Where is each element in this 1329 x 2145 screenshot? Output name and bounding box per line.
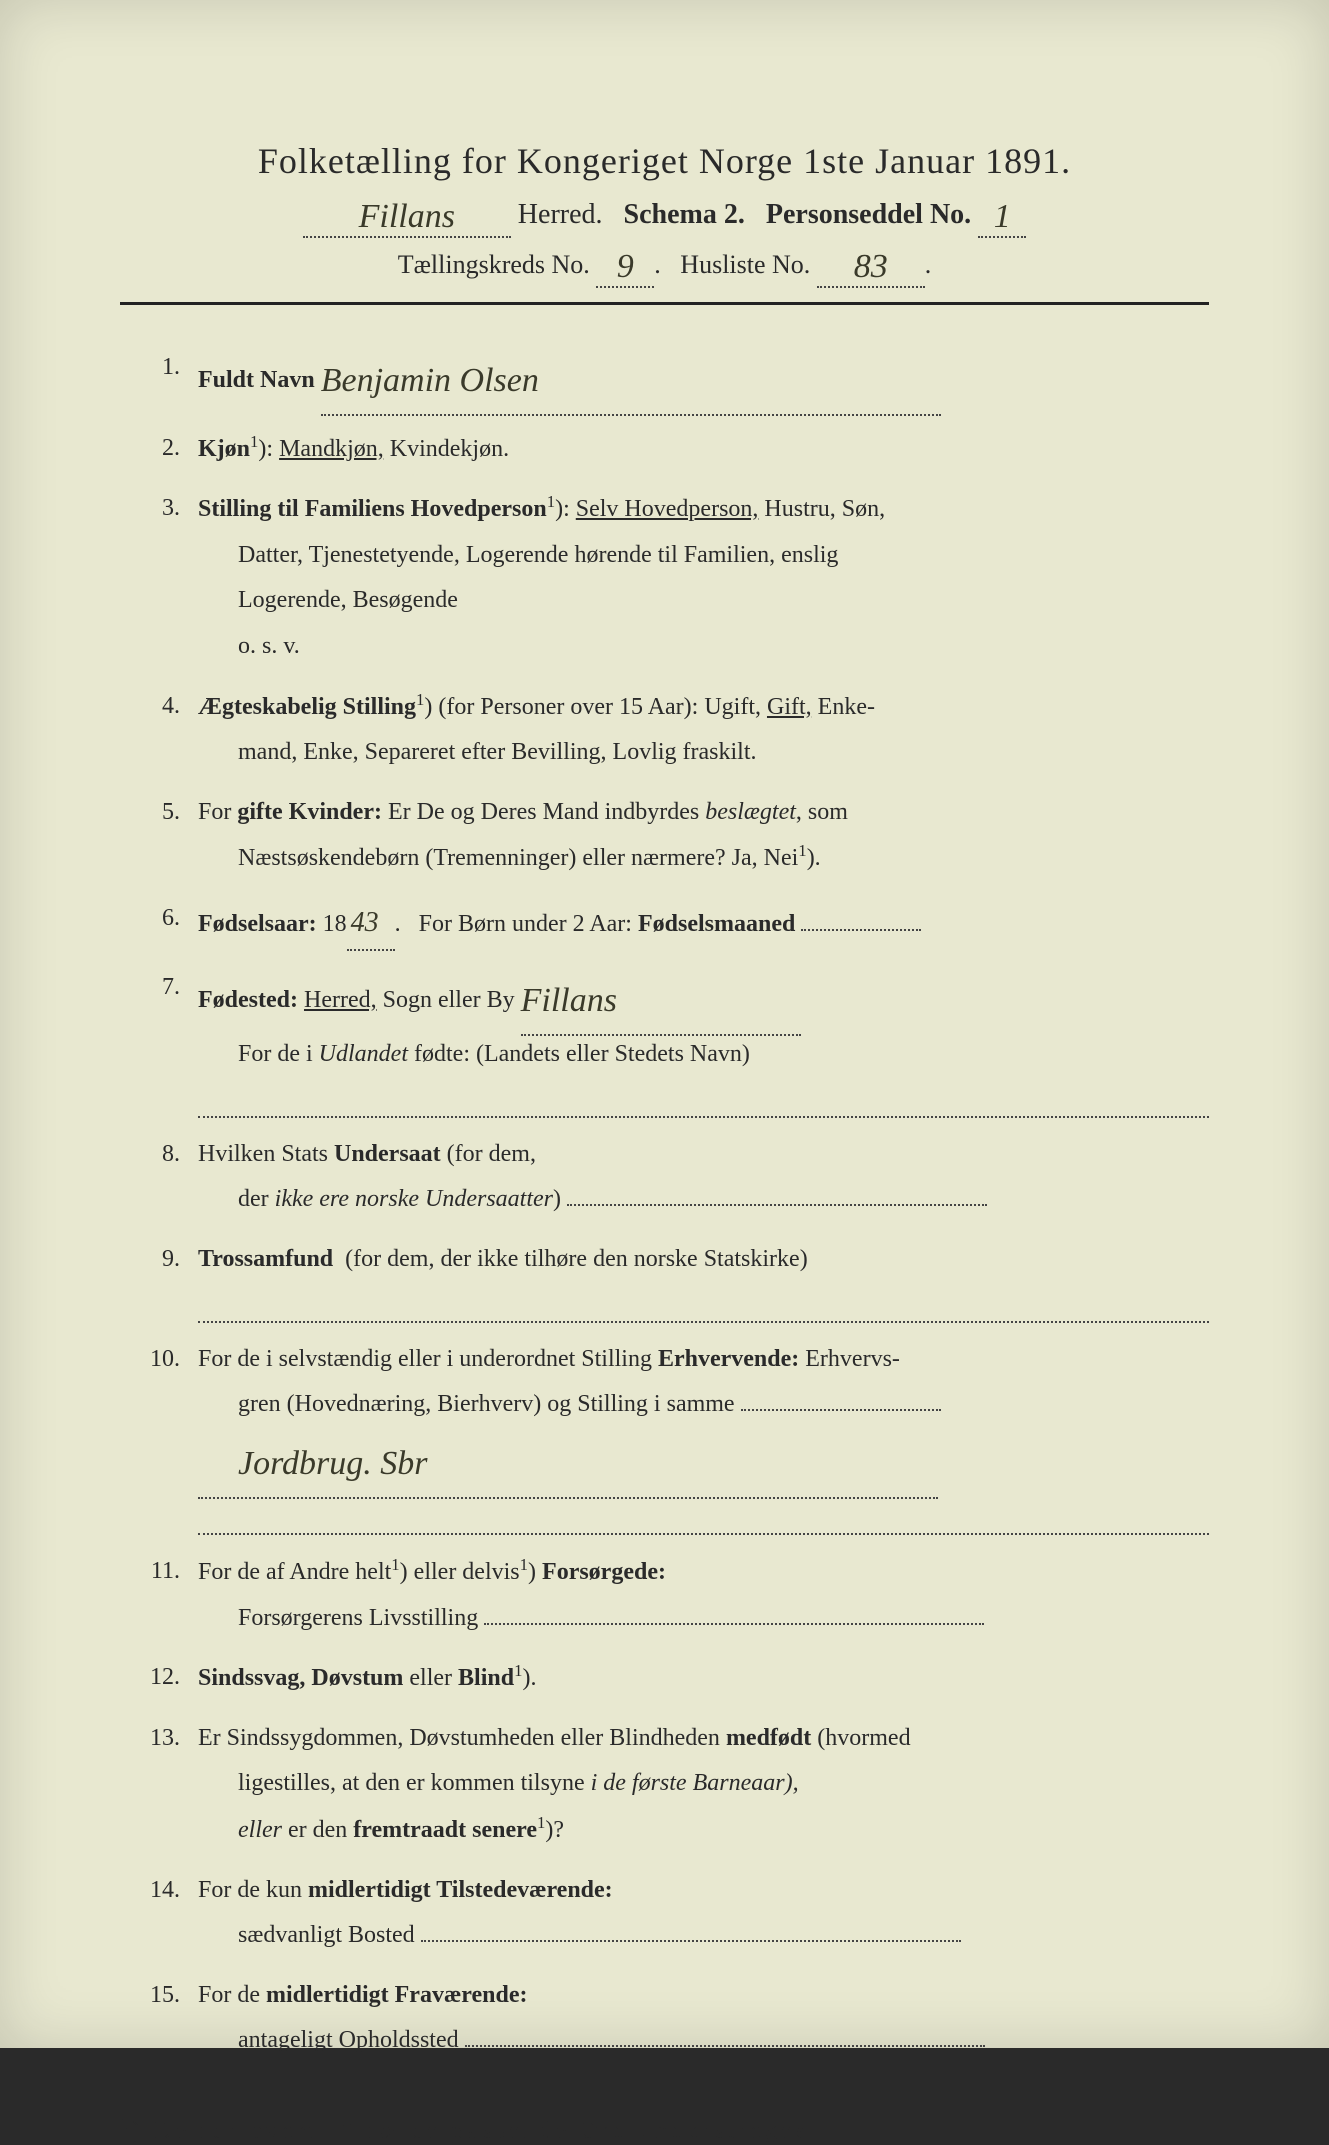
q7-label: Fødested: <box>198 987 298 1013</box>
q10-value: Jordbrug. Sbr <box>198 1432 938 1499</box>
q3-line2: Datter, Tjenestetyende, Logerende hørend… <box>198 542 838 568</box>
q12-label: Sindssvag, Døvstum <box>198 1665 403 1691</box>
footnote: 1) De for hvert Tilfælde passende Ord un… <box>120 2114 1209 2145</box>
herred-value: Fillans <box>303 198 511 238</box>
q6-maaned: Fødselsmaaned <box>638 911 795 937</box>
item-6: 6. Fødselsaar: 1843. For Børn under 2 Aa… <box>120 896 1209 951</box>
q10-l1a: For de i selvstændig eller i underordnet… <box>198 1346 652 1372</box>
item-12: 12. Sindssvag, Døvstum eller Blind1). <box>120 1655 1209 1702</box>
q15-l1b: midlertidigt Fraværende: <box>266 1982 528 2008</box>
q13-l3b: er den <box>288 1817 347 1843</box>
item-3: 3. Stilling til Familiens Hovedperson1):… <box>120 486 1209 669</box>
q14-l1b: midlertidigt Tilstedeværende: <box>308 1877 613 1903</box>
personseddel-label: Personseddel No. <box>766 199 971 230</box>
form-body: 1. Fuldt Navn Benjamin Olsen 2. Kjøn1): … <box>120 345 1209 2064</box>
kreds-label: Tællingskreds No. <box>398 250 590 279</box>
q9-label: Trossamfund <box>198 1246 333 1272</box>
header-rule <box>120 302 1209 305</box>
q13-l1: Er Sindssygdommen, Døvstumheden eller Bl… <box>198 1725 720 1751</box>
q15-l2: antageligt Opholdssted <box>198 2027 459 2053</box>
q13-l2b: i de første Barneaar), <box>591 1770 799 1796</box>
q11-l2: Forsørgerens Livsstilling <box>198 1605 478 1631</box>
q5-label: gifte Kvinder: <box>237 799 382 825</box>
subtitle: Fillans Herred. Schema 2. Personseddel N… <box>120 194 1209 234</box>
q13-l1b: medfødt <box>726 1725 811 1751</box>
q1-value: Benjamin Olsen <box>321 349 941 416</box>
q3-label: Stilling til Familiens Hovedperson <box>198 496 547 522</box>
q5-prefix: For <box>198 799 231 825</box>
q7-value: Fillans <box>521 969 801 1036</box>
item-13: 13. Er Sindssygdommen, Døvstumheden elle… <box>120 1716 1209 1854</box>
schema-label: Schema 2. <box>624 199 745 230</box>
item-5: 5. For gifte Kvinder: Er De og Deres Man… <box>120 790 1209 882</box>
q4-line2: mand, Enke, Separeret efter Bevilling, L… <box>198 739 757 765</box>
q13-l3c: fremtraadt senere <box>353 1817 537 1843</box>
tertiary: Tællingskreds No. 9. Husliste No. 83. <box>120 244 1209 284</box>
item-10: 10. For de i selvstændig eller i underor… <box>120 1337 1209 1535</box>
q6-label: Fødselsaar: <box>198 911 317 937</box>
item-9: 9. Trossamfund (for dem, der ikke tilhør… <box>120 1237 1209 1323</box>
q14-l1: For de kun <box>198 1877 302 1903</box>
q2-label: Kjøn <box>198 436 250 462</box>
kreds-value: 9 <box>596 248 654 288</box>
q3-line4: o. s. v. <box>198 633 300 659</box>
item-7: 7. Fødested: Herred, Sogn eller By Filla… <box>120 965 1209 1118</box>
form-header: Folketælling for Kongeriget Norge 1ste J… <box>120 140 1209 305</box>
q13-l2a: ligestilles, at den er kommen tilsyne <box>238 1770 585 1796</box>
husliste-value: 83 <box>817 248 925 288</box>
q11-l1: For de af Andre helt <box>198 1559 391 1585</box>
q13-l1c: (hvormed <box>817 1725 910 1751</box>
q11-l1b: eller delvis <box>414 1559 520 1585</box>
item-2: 2. Kjøn1): Mandkjøn, Kvindekjøn. <box>120 426 1209 473</box>
q5-line2: Næstsøskendebørn (Tremenninger) eller næ… <box>198 845 798 871</box>
q1-label: Fuldt Navn <box>198 367 315 393</box>
item-11: 11. For de af Andre helt1) eller delvis1… <box>120 1549 1209 1641</box>
q3-line3: Logerende, Besøgende <box>198 587 458 613</box>
item-4: 4. Ægteskabelig Stilling1) (for Personer… <box>120 684 1209 776</box>
census-form-page: Folketælling for Kongeriget Norge 1ste J… <box>0 0 1329 2048</box>
q13-l3a: eller <box>238 1817 282 1843</box>
personseddel-value: 1 <box>978 198 1026 238</box>
footnote-text: De for hvert Tilfælde passende Ord under… <box>154 2118 819 2144</box>
herred-label: Herred. <box>518 199 603 230</box>
q10-l1c: Erhvervs- <box>805 1346 900 1372</box>
q6-year-prefix: 18 <box>323 911 347 937</box>
item-1: 1. Fuldt Navn Benjamin Olsen <box>120 345 1209 412</box>
q12-rest: eller <box>409 1665 452 1691</box>
q6-under2: For Børn under 2 Aar: <box>419 911 632 937</box>
q15-l1: For de <box>198 1982 260 2008</box>
q4-label: Ægteskabelig Stilling <box>198 694 416 720</box>
q11-l1c: Forsørgede: <box>542 1559 666 1585</box>
item-8: 8. Hvilken Stats Undersaat (for dem, der… <box>120 1132 1209 1223</box>
q6-year: 43 <box>347 896 395 951</box>
q14-l2: sædvanligt Bosted <box>198 1922 415 1948</box>
main-title: Folketælling for Kongeriget Norge 1ste J… <box>120 140 1209 182</box>
q9-rest: (for dem, der ikke tilhøre den norske St… <box>345 1246 808 1272</box>
q12-rest2: Blind <box>458 1665 514 1691</box>
item-15: 15. For de midlertidigt Fraværende: anta… <box>120 1973 1209 2064</box>
item-14: 14. For de kun midlertidigt Tilstedevære… <box>120 1868 1209 1959</box>
q10-l1b: Erhvervende: <box>658 1346 799 1372</box>
husliste-label: Husliste No. <box>680 250 810 279</box>
q10-l2: gren (Hovednæring, Bierhverv) og Stillin… <box>198 1391 735 1417</box>
